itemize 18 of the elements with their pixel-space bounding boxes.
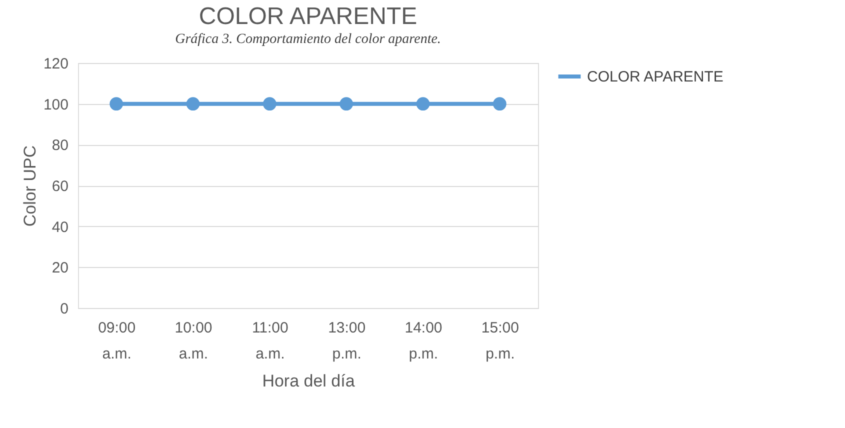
x-tick-label: 13:00 p.m. [328,320,366,362]
x-tick-label: 10:00 a.m. [174,320,212,362]
x-tick-label: 09:00 a.m. [98,320,136,362]
y-axis-title: Color UPC [20,145,40,227]
x-axis-title: Hora del día [262,372,356,390]
y-tick-label: 80 [52,137,68,154]
legend-label: COLOR APARENTE [587,68,724,86]
x-tick-label: 14:00 p.m. [404,320,442,362]
y-tick-label: 60 [52,178,68,195]
y-tick-label: 20 [52,260,68,277]
y-tick-label: 0 [60,300,68,318]
chart-title: COLOR APARENTE [198,3,418,30]
y-tick-label: 40 [52,218,68,236]
x-tick-label: 15:00 p.m. [481,320,519,362]
y-tick-label: 100 [43,96,68,114]
text: Gráfica 3. Comportamiento del color aparente. [175,32,441,47]
y-tick-label: 120 [43,56,68,72]
x-tick-label: 11:00 a.m. [252,320,288,362]
